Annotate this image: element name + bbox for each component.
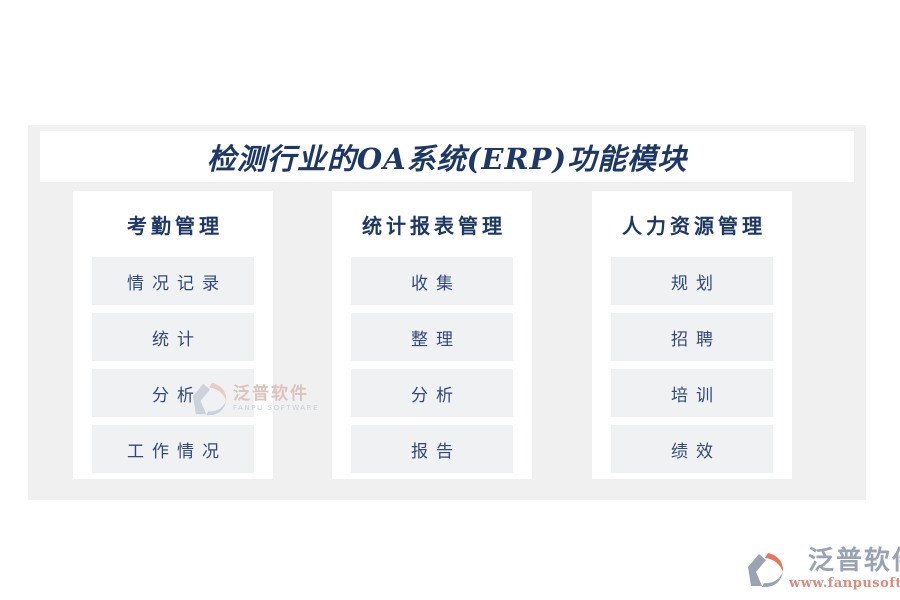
module-item: 绩效 [611, 425, 773, 473]
module-item: 招聘 [611, 313, 773, 361]
module-item: 情况记录 [92, 257, 254, 305]
watermark-subtitle: FANPU SOFTWARE [233, 404, 320, 412]
footer-logo-brand: 泛普软件 [807, 546, 900, 576]
module-item: 整理 [351, 313, 513, 361]
footer-logo-url: www.fanpusoft.com [789, 576, 900, 591]
module-item: 报告 [351, 425, 513, 473]
watermark-text: 泛普软件 FANPU SOFTWARE [233, 386, 319, 412]
module-item: 分析 [351, 369, 513, 417]
watermark-brand: 泛普软件 [233, 384, 309, 404]
module-header: 人力资源管理 [622, 213, 766, 238]
fanpu-swoosh-icon [192, 380, 230, 418]
module-header: 考勤管理 [127, 213, 223, 238]
watermark: 泛普软件 FANPU SOFTWARE [192, 380, 319, 418]
fanpu-swoosh-icon [747, 550, 787, 590]
module-header: 统计报表管理 [362, 213, 506, 238]
footer-logo-text: 泛普软件 www.fanpusoft.com [789, 548, 900, 590]
module-item: 培训 [611, 369, 773, 417]
page-title: 检测行业的OA系统(ERP)功能模块 [206, 141, 688, 176]
title-bar: 检测行业的OA系统(ERP)功能模块 [40, 131, 854, 182]
modules-panel: 检测行业的OA系统(ERP)功能模块 考勤管理 情况记录 统计 分析 工作情况 … [28, 125, 866, 500]
module-item: 统计 [92, 313, 254, 361]
module-item: 分析 [92, 369, 254, 417]
footer-logo: 泛普软件 www.fanpusoft.com [747, 548, 900, 590]
module-card-attendance: 考勤管理 情况记录 统计 分析 工作情况 [73, 191, 273, 479]
module-item: 收集 [351, 257, 513, 305]
module-card-reports: 统计报表管理 收集 整理 分析 报告 [332, 191, 532, 479]
module-item: 规划 [611, 257, 773, 305]
module-card-hr: 人力资源管理 规划 招聘 培训 绩效 [592, 191, 792, 479]
module-item: 工作情况 [92, 425, 254, 473]
